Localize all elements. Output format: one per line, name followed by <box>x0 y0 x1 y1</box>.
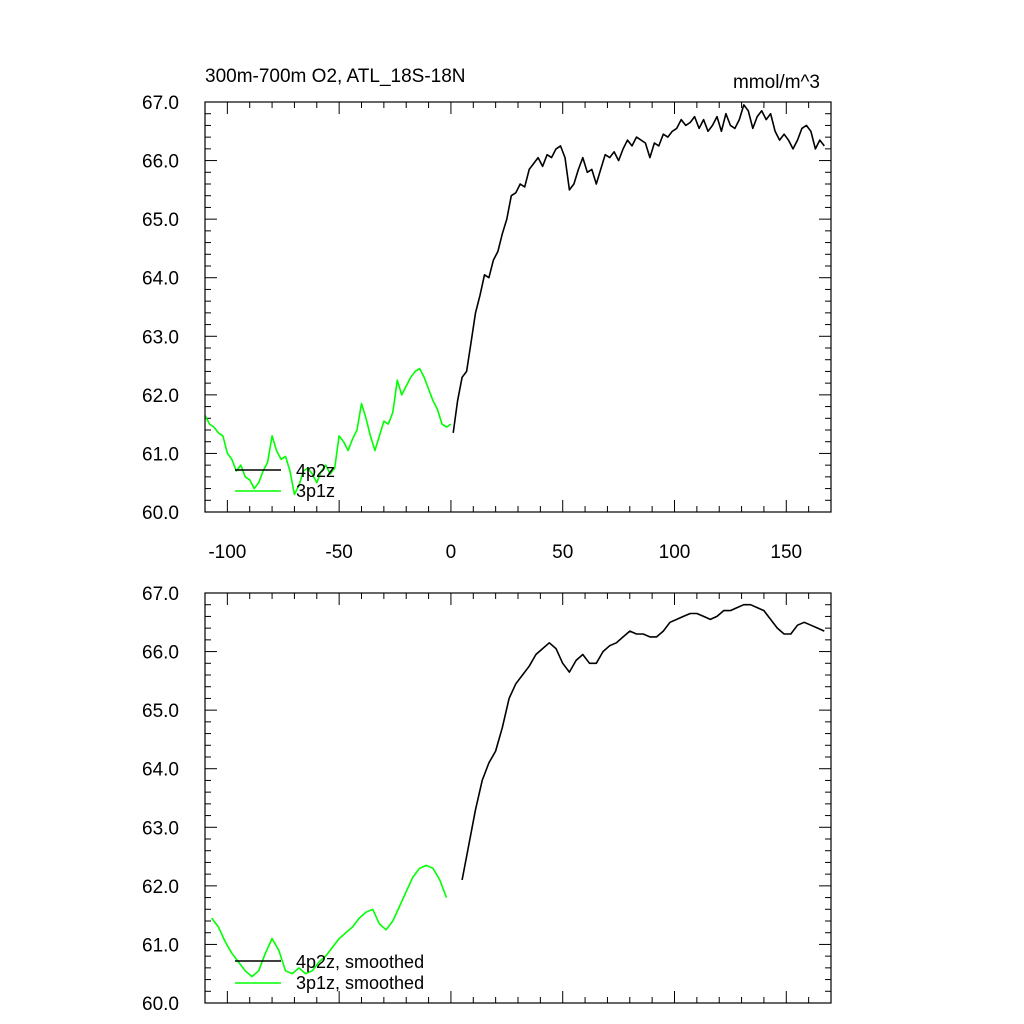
top-axis-ticks: 60.0 61.0 62.0 63.0 64.0 65.0 66.0 67.0 -100 -50 0… <box>142 93 832 563</box>
y-tick-label: 66.0 <box>142 152 179 173</box>
y-tick-label: 67.0 <box>142 584 179 605</box>
top-plot-frame <box>204 101 832 513</box>
x-tick-label: -100 <box>208 542 246 563</box>
legend-label-4p2z: 4p2z <box>296 461 335 481</box>
y-tick-label: 67.0 <box>142 93 179 114</box>
y-tick-label: 63.0 <box>142 818 179 839</box>
top-series-line-3p1z <box>204 367 452 496</box>
bottom-series-line-3p1z-smoothed <box>211 864 448 978</box>
bottom-legend: 4p2z, smoothed 3p1z, smoothed <box>235 952 424 993</box>
y-tick-label: 61.0 <box>142 935 179 956</box>
chart-title: 300m-700m O2, ATL_18S-18N <box>205 66 466 87</box>
x-tick-label: 50 <box>552 542 573 563</box>
y-tick-label: 63.0 <box>142 327 179 348</box>
bottom-panel: 60.0 61.0 62.0 63.0 64.0 65.0 66.0 67.0 4p2z, s… <box>142 584 832 1015</box>
bottom-series-lines <box>211 603 825 978</box>
bottom-axis-ticks: 60.0 61.0 62.0 63.0 64.0 65.0 66.0 67.0 <box>142 584 832 1015</box>
y-tick-label: 64.0 <box>142 760 179 781</box>
units-label: mmol/m^3 <box>733 72 820 93</box>
x-tick-label: 150 <box>770 542 802 563</box>
y-tick-label: 65.0 <box>142 701 179 722</box>
y-tick-label: 65.0 <box>142 210 179 231</box>
y-tick-label: 60.0 <box>142 994 179 1015</box>
bottom-plot-frame <box>204 592 832 1004</box>
x-tick-label: -50 <box>325 542 352 563</box>
legend-label-3p1z-smoothed: 3p1z, smoothed <box>296 973 424 993</box>
top-panel: 300m-700m O2, ATL_18S-18N mmol/m^3 60.06… <box>142 66 832 563</box>
y-tick-label: 61.0 <box>142 444 179 465</box>
x-tick-label: 100 <box>659 542 691 563</box>
bottom-series-line-4p2z-smoothed <box>461 603 825 881</box>
x-tick-label: 0 <box>446 542 457 563</box>
y-tick-label: 60.0 <box>142 503 179 524</box>
top-series-lines <box>204 104 825 496</box>
y-tick-label: 62.0 <box>142 877 179 898</box>
top-series-line-4p2z <box>452 104 825 434</box>
y-tick-label: 62.0 <box>142 386 179 407</box>
top-legend: 4p2z 3p1z <box>235 461 335 501</box>
y-tick-label: 64.0 <box>142 269 179 290</box>
y-tick-label: 66.0 <box>142 643 179 664</box>
legend-label-4p2z-smoothed: 4p2z, smoothed <box>296 952 424 972</box>
legend-label-3p1z: 3p1z <box>296 481 335 501</box>
